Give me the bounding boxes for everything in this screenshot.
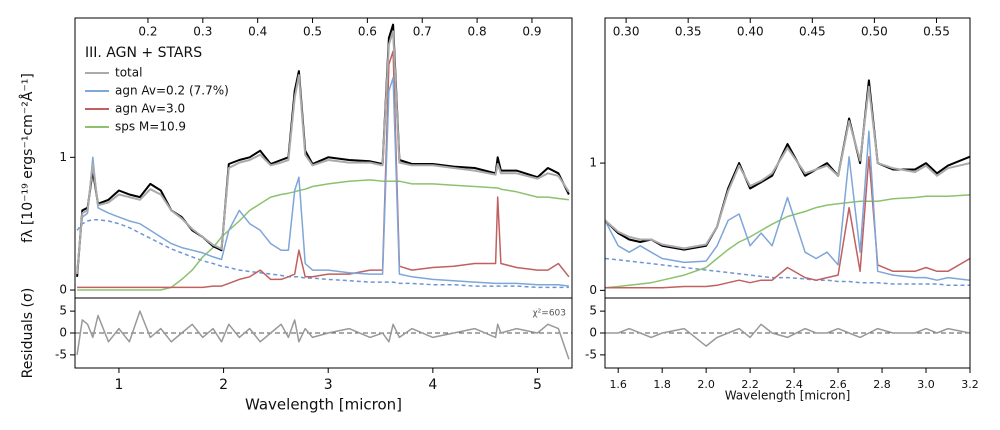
top-tick-label: 0.4 [248, 25, 267, 39]
spectrum-line [605, 130, 970, 281]
x-tick-label: 1 [114, 377, 123, 393]
legend-label: sps M=10.9 [115, 120, 186, 134]
top-tick-label: 0.45 [799, 25, 826, 39]
top-tick-label: 0.30 [613, 25, 640, 39]
residual-axis-label: Residuals (σ) [20, 288, 36, 379]
spectrum-line [605, 257, 970, 287]
spectrum-line [605, 85, 970, 250]
y-tick-label: 0 [59, 283, 67, 297]
spectrum-line [77, 50, 570, 289]
residual-y-tick-label: 5 [59, 304, 67, 318]
top-tick-label: 0.2 [138, 25, 157, 39]
spectrum-line [76, 76, 569, 287]
top-tick-label: 0.5 [303, 25, 322, 39]
x-tick-label: 5 [533, 377, 542, 393]
spectrum-line [605, 79, 970, 251]
chi2-annotation: χ²=603 [532, 309, 566, 319]
x-tick-label: 2 [219, 377, 228, 393]
x-tick-label: 1.6 [609, 378, 627, 391]
x-tick-label: 3.0 [917, 378, 935, 391]
x-axis-label: Wavelength [micron] [725, 389, 851, 403]
plot-frame [604, 17, 971, 299]
top-tick-label: 0.8 [468, 25, 487, 39]
x-tick-label: 2.2 [741, 378, 759, 391]
x-tick-label: 1.8 [653, 378, 671, 391]
x-axis-label: Wavelength [micron] [245, 396, 402, 414]
y-tick-label: 0 [589, 283, 597, 297]
top-tick-label: 0.9 [522, 25, 541, 39]
top-tick-label: 0.35 [675, 25, 702, 39]
top-tick-label: 0.6 [358, 25, 377, 39]
x-tick-label: 4 [428, 377, 437, 393]
legend-label: total [115, 66, 142, 80]
x-tick-label: 3 [324, 377, 333, 393]
legend-label: agn Av=3.0 [115, 102, 185, 116]
residual-y-tick-label: 5 [589, 304, 597, 318]
y-tick-label: 1 [59, 150, 67, 164]
spectrum-line [76, 310, 570, 360]
legend-label: agn Av=0.2 (7.7%) [115, 84, 229, 98]
spectrum-line [605, 155, 970, 289]
top-tick-label: 0.3 [193, 25, 212, 39]
spectrum-line [605, 194, 970, 289]
top-tick-label: 0.50 [861, 25, 888, 39]
residual-y-tick-label: 0 [589, 326, 597, 340]
residual-y-tick-label: -5 [585, 347, 597, 361]
residual-y-tick-label: 0 [59, 326, 67, 340]
spectrum-line [76, 23, 570, 277]
y-axis-label: fλ [10⁻¹⁹ ergs⁻¹cm⁻²Å⁻¹] [19, 73, 36, 243]
top-tick-label: 0.7 [413, 25, 432, 39]
x-tick-label: 2.0 [697, 378, 715, 391]
top-tick-label: 0.55 [923, 25, 950, 39]
x-tick-label: 2.6 [829, 378, 847, 391]
x-tick-label: 3.2 [961, 378, 979, 391]
x-tick-label: 2.4 [785, 378, 803, 391]
x-tick-label: 2.8 [873, 378, 891, 391]
spectrum-line [77, 179, 569, 291]
spectrum-line [605, 323, 970, 347]
y-tick-label: 1 [589, 156, 597, 170]
residual-y-tick-label: -5 [55, 347, 67, 361]
spectrum-line [76, 30, 570, 275]
top-tick-label: 0.40 [737, 25, 764, 39]
panel-title: III. AGN + STARS [85, 45, 202, 61]
